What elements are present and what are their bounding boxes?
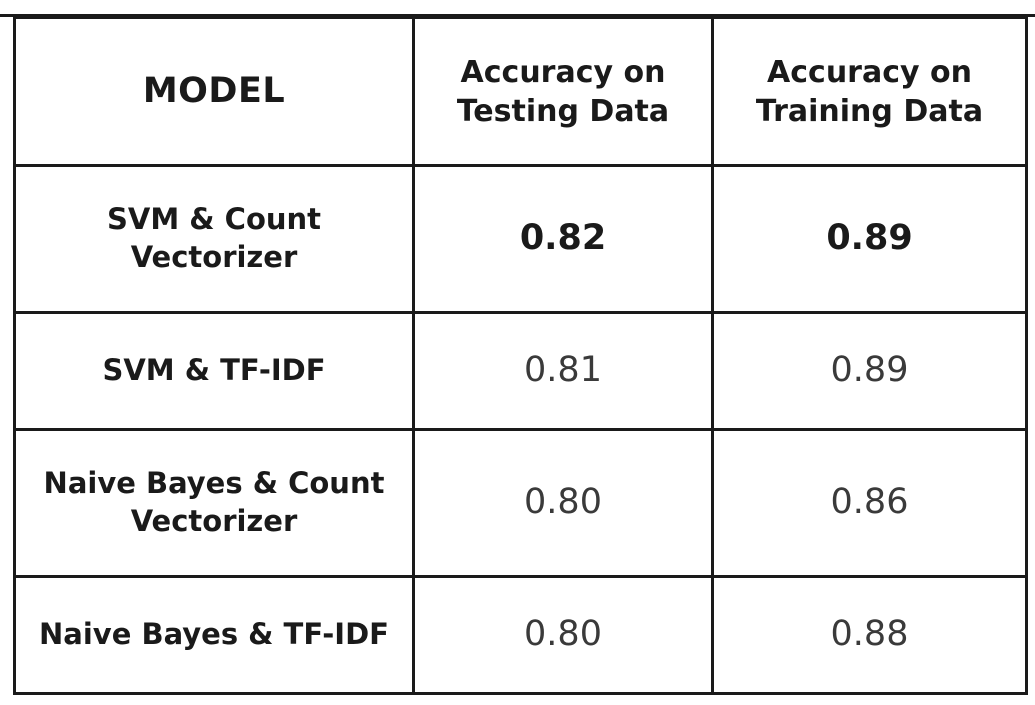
model-cell: Naive Bayes & TF-IDF — [13, 575, 415, 695]
training-accuracy-cell: 0.88 — [711, 575, 1028, 695]
training-accuracy-cell: 0.89 — [711, 164, 1028, 314]
model-cell: SVM & Count Vectorizer — [13, 164, 415, 314]
testing-accuracy-cell: 0.82 — [412, 164, 714, 314]
testing-accuracy-cell: 0.80 — [412, 428, 714, 578]
header-testing-line-1: Accuracy on — [460, 54, 666, 90]
results-table: MODEL Accuracy on Testing Data Accuracy … — [13, 16, 1028, 695]
model-line: Naive Bayes & Count — [43, 466, 385, 501]
header-training-line-2: Training Data — [755, 93, 984, 129]
header-training-accuracy: Accuracy on Training Data — [711, 16, 1028, 167]
header-training-line-1: Accuracy on — [767, 54, 972, 90]
model-line: SVM & Count — [106, 202, 322, 237]
model-cell: SVM & TF-IDF — [13, 311, 415, 431]
header-row: MODEL Accuracy on Testing Data Accuracy … — [13, 16, 1028, 167]
model-line: Vectorizer — [130, 240, 298, 274]
table-row: Naive Bayes & TF-IDF 0.80 0.88 — [13, 575, 1028, 695]
training-accuracy-cell: 0.89 — [711, 311, 1028, 431]
header-testing-line-2: Testing Data — [456, 93, 670, 129]
header-model: MODEL — [13, 16, 415, 167]
model-line: Naive Bayes & TF-IDF — [39, 617, 389, 652]
training-accuracy-cell: 0.86 — [711, 428, 1028, 578]
testing-accuracy-cell: 0.80 — [412, 575, 714, 695]
table-row: SVM & Count Vectorizer 0.82 0.89 — [13, 164, 1028, 314]
table-row: Naive Bayes & Count Vectorizer 0.80 0.86 — [13, 428, 1028, 578]
table-row: SVM & TF-IDF 0.81 0.89 — [13, 311, 1028, 431]
model-cell: Naive Bayes & Count Vectorizer — [13, 428, 415, 578]
testing-accuracy-cell: 0.81 — [412, 311, 714, 431]
model-line: SVM & TF-IDF — [102, 353, 326, 388]
top-rule — [0, 14, 1035, 17]
model-line: Vectorizer — [130, 504, 298, 538]
header-testing-accuracy: Accuracy on Testing Data — [412, 16, 714, 167]
